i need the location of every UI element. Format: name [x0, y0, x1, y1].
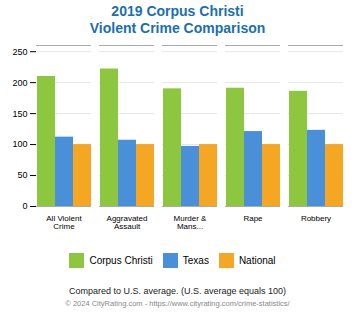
- svg-text:Robbery: Robbery: [301, 214, 331, 223]
- svg-text:50: 50: [17, 170, 27, 180]
- svg-text:0: 0: [22, 201, 27, 211]
- html-text:2019 Corpus Christi: 2019 Corpus Christi: [111, 3, 244, 19]
- svg-text:Murder &Mans...: Murder &Mans...: [174, 214, 208, 231]
- svg-text:100: 100: [12, 139, 27, 149]
- svg-text:Rape: Rape: [243, 214, 263, 223]
- html-text:Corpus Christi: Corpus Christi: [89, 255, 153, 266]
- html-text:Violent Crime Comparison: Violent Crime Comparison: [89, 20, 266, 36]
- html-text:National: National: [238, 255, 276, 266]
- html-text:Texas: Texas: [182, 255, 209, 266]
- svg-text:150: 150: [12, 108, 27, 118]
- html-text:© 2024 CityRating.com - https:: © 2024 CityRating.com - https://www.city…: [65, 299, 290, 308]
- html-text:Compared to U.S. average. (U.S: Compared to U.S. average. (U.S. average …: [68, 286, 287, 296]
- svg-text:250: 250: [12, 47, 27, 57]
- svg-text:AggravatedAssault: AggravatedAssault: [107, 214, 148, 231]
- svg-text:All ViolentCrime: All ViolentCrime: [46, 214, 82, 231]
- svg-text:200: 200: [12, 78, 27, 88]
